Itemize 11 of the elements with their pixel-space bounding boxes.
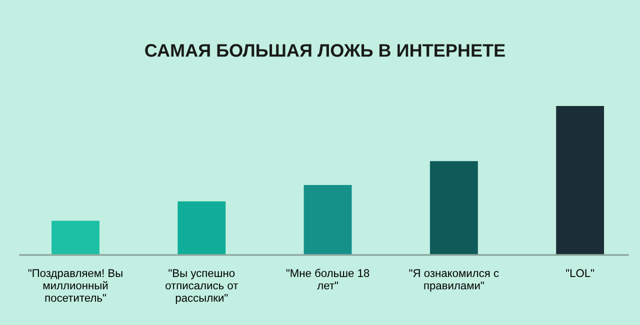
chart-title: САМАЯ БОЛЬШАЯ ЛОЖЬ В ИНТЕРНЕТЕ <box>145 44 505 57</box>
x-tick-label: "Вы успешно отписались от рассылки" <box>166 269 238 304</box>
bar <box>178 201 226 255</box>
bar <box>556 106 604 255</box>
bar <box>52 220 100 255</box>
x-tick-label: "Поздравляем! Вы миллионный посетитель" <box>28 269 122 302</box>
x-tick-label: "Я ознакомился с правилами" <box>409 269 499 292</box>
bar <box>304 184 352 255</box>
bar <box>430 161 478 255</box>
x-tick-label: "LOL" <box>566 269 594 278</box>
x-tick-label: "Мне больше 18 лет" <box>286 268 370 290</box>
